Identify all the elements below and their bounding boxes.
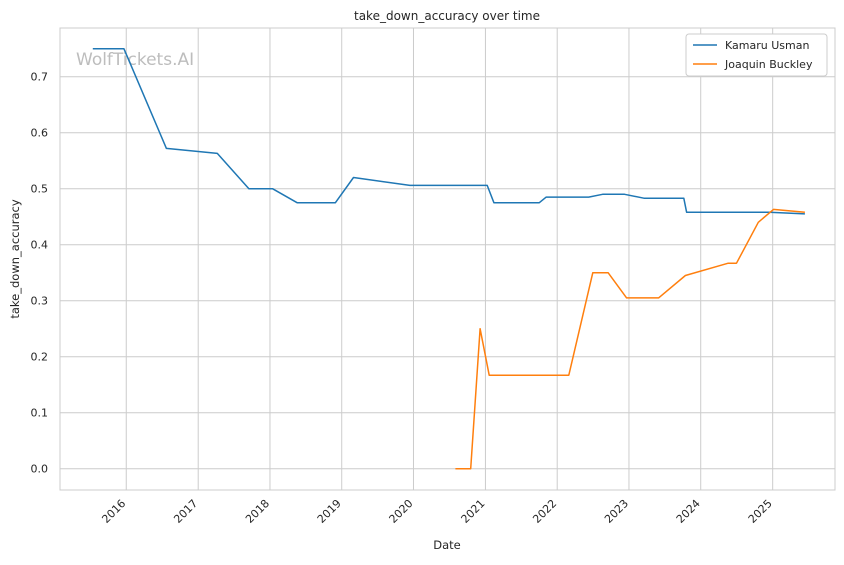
y-tick-label: 0.1 [31,407,49,420]
legend-label-joaquin-buckley: Joaquin Buckley [724,58,813,71]
x-tick-label: 2017 [171,497,200,526]
plot-frame [59,27,836,491]
x-tick-labels: 2016 2017 2018 2019 2020 2021 2022 2023 2024 2025 [99,497,774,526]
x-tick-label: 2019 [315,497,344,526]
grid [60,28,835,490]
x-tick-label: 2018 [243,497,272,526]
series-lines [92,47,805,470]
x-tick-label: 2025 [746,497,775,526]
x-tick-label: 2023 [602,497,631,526]
x-tick-label: 2021 [459,497,488,526]
y-axis-label: take_down_accuracy [8,199,22,318]
y-tick-label: 0.7 [31,71,49,84]
x-axis-label: Date [433,538,461,552]
x-tick-label: 2022 [530,497,559,526]
chart-title: take_down_accuracy over time [354,9,540,23]
y-tick-label: 0.6 [31,127,49,140]
x-tick-label: 2024 [674,497,703,526]
y-tick-label: 0.5 [31,183,49,196]
legend-box [685,33,828,77]
y-tick-label: 0.4 [31,239,49,252]
legend-label-kamaru-usman: Kamaru Usman [725,39,809,52]
plot-background [60,28,835,490]
y-tick-label: 0.2 [31,351,49,364]
y-tick-label: 0.0 [31,463,49,476]
watermark: WolfTickets.AI [76,50,194,70]
y-tick-label: 0.3 [31,295,49,308]
x-tick-label: 2020 [387,497,416,526]
series-line-kamaru-usman [92,47,805,215]
y-tick-labels: 0.0 0.1 0.2 0.3 0.4 0.5 0.6 0.7 [31,71,49,476]
series-line-joaquin-buckley [455,208,805,470]
x-tick-label: 2016 [99,497,128,526]
legend: Kamaru Usman Joaquin Buckley [685,33,828,77]
